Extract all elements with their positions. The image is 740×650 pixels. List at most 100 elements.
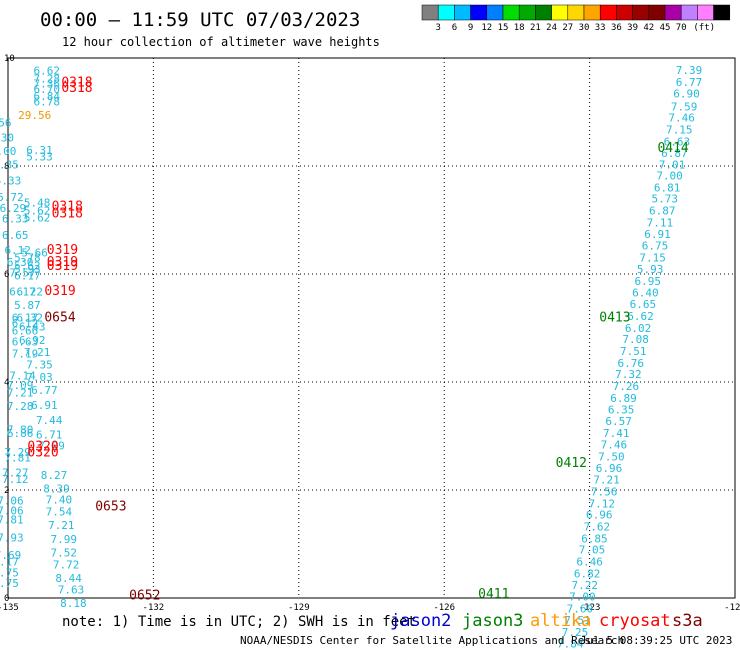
wave-height-value: 7.15 bbox=[639, 252, 666, 265]
wave-height-value: 7.26 bbox=[613, 380, 640, 393]
wave-height-value: 6.70 bbox=[34, 83, 61, 96]
wave-height-value: 7.84 bbox=[557, 638, 584, 650]
color-swatch bbox=[454, 4, 471, 21]
pass-label: 0318 bbox=[61, 81, 92, 96]
legend-jason2: jason2 bbox=[390, 611, 451, 631]
axis-ticks: -135 -132 -129 -126 -123 -120 0 2 4 6 8 10 bbox=[0, 54, 740, 613]
color-swatch bbox=[616, 4, 633, 21]
wave-height-value: 7.50 bbox=[598, 450, 625, 463]
wave-height-value: 6.75 bbox=[642, 240, 669, 253]
color-swatch bbox=[632, 4, 650, 21]
y-tick-label: 0 bbox=[4, 594, 9, 604]
wave-height-value: 7.09 bbox=[7, 379, 34, 392]
color-swatch bbox=[502, 4, 520, 21]
wave-height-value: 6.87 bbox=[649, 205, 676, 218]
wave-height-value: 7.46 bbox=[668, 112, 695, 125]
wave-height-value: 6.40 bbox=[632, 287, 659, 300]
wave-height-value: 7.15 bbox=[666, 124, 693, 137]
wave-height-value: 7.52 bbox=[50, 546, 77, 559]
color-swatch bbox=[648, 4, 666, 21]
wave-height-value: 7.60 bbox=[567, 603, 594, 616]
color-swatch bbox=[713, 4, 731, 21]
wave-height-value: 6.35 bbox=[608, 403, 635, 416]
pass-label: 0319 bbox=[44, 284, 75, 299]
color-scale-label: 12 bbox=[481, 23, 492, 33]
wave-height-value: 7.75 bbox=[0, 577, 19, 590]
wave-height-value: 7.57 bbox=[9, 267, 36, 280]
wave-height-value: 6.95 bbox=[635, 275, 662, 288]
pass-label: 0319 bbox=[47, 243, 78, 258]
wave-height-value: 7.39 bbox=[676, 64, 703, 77]
x-tick-label: -123 bbox=[579, 603, 601, 613]
wave-height-value: 5.93 bbox=[14, 263, 41, 276]
wave-height-value: 7.51 bbox=[564, 614, 591, 627]
wave-height-value: 6.32 bbox=[17, 312, 44, 325]
wave-height-value: 6.43 bbox=[19, 321, 46, 334]
wave-height-value: 7.35 bbox=[26, 359, 53, 372]
pass-label: 0652 bbox=[129, 589, 160, 604]
wave-height-value: 7.81 bbox=[0, 513, 24, 526]
wave-height-value: 7.63 bbox=[58, 584, 85, 597]
wave-height-value: 7.40 bbox=[46, 494, 73, 507]
legend-s3a: s3a bbox=[672, 611, 703, 631]
x-tick-label: -135 bbox=[0, 603, 19, 613]
footer-note: note: 1) Time is in UTC; 2) SWH is in fe… bbox=[62, 614, 416, 630]
pass-label: 0319 bbox=[47, 259, 78, 274]
wave-height-value: 6.77 bbox=[31, 384, 58, 397]
wave-height-value: 6.87 bbox=[661, 147, 688, 160]
wave-height-value: 5.78 bbox=[14, 252, 41, 265]
wave-height-value: 6.66 bbox=[12, 324, 39, 337]
wave-height-value: 8.39 bbox=[43, 483, 70, 496]
wave-height-value: 5.62 bbox=[14, 260, 41, 273]
wave-height-value: 6.92 bbox=[19, 334, 46, 347]
wave-height-value: 6.33 bbox=[2, 213, 29, 226]
color-scale-label: 24 bbox=[546, 23, 557, 33]
wave-height-value: 6.85 bbox=[581, 532, 608, 545]
wave-height-value: 5.73 bbox=[651, 193, 678, 206]
wave-height-value: 6.62 bbox=[34, 65, 61, 78]
color-swatch bbox=[567, 4, 585, 21]
wave-height-value: 5.48 bbox=[24, 197, 51, 210]
wave-height-value: 6.31 bbox=[26, 144, 53, 157]
wave-height-value: 7.21 bbox=[7, 387, 34, 400]
wave-height-value: 6.65 bbox=[2, 229, 29, 242]
y-tick-label: 4 bbox=[4, 378, 9, 388]
wave-height-value: 6.17 bbox=[14, 269, 41, 282]
color-scale-label: 3 bbox=[435, 23, 440, 33]
color-scale-label: 9 bbox=[468, 23, 473, 33]
wave-height-value: 6.86 bbox=[7, 427, 34, 440]
wave-height-value: 6.65 bbox=[630, 298, 657, 311]
wave-height-value: 5.30 bbox=[0, 132, 14, 145]
wave-height-value: 7.46 bbox=[601, 438, 628, 451]
wave-height-value: 6.81 bbox=[654, 181, 681, 194]
wave-height-value: 7.03 bbox=[26, 371, 53, 384]
wave-height-points: 6.627.287.366.706.846.7829.566.565.306.0… bbox=[0, 64, 702, 650]
wave-height-value: 6.91 bbox=[644, 228, 671, 241]
x-tick-label: -120 bbox=[724, 603, 740, 613]
pass-label: 0412 bbox=[556, 456, 587, 471]
color-swatch bbox=[583, 4, 601, 21]
color-scale-label: 33 bbox=[595, 23, 606, 33]
pass-label: 0319 bbox=[47, 255, 78, 270]
wave-height-value: 7.99 bbox=[50, 533, 77, 546]
wave-height-value: 6.63 bbox=[12, 335, 39, 348]
wave-height-value: 5.62 bbox=[24, 212, 51, 225]
pass-label: 0413 bbox=[599, 311, 630, 326]
color-swatch bbox=[697, 4, 714, 21]
legend-altika: altika bbox=[530, 611, 591, 631]
wave-height-value: 7.25 bbox=[562, 626, 589, 639]
wave-height-value: 5.72 bbox=[0, 191, 24, 204]
wave-height-value: 7.93 bbox=[0, 531, 24, 544]
wave-height-value: 7.19 bbox=[12, 348, 39, 361]
plot-frame bbox=[7, 57, 736, 599]
page-subtitle: 12 hour collection of altimeter wave hei… bbox=[62, 35, 380, 49]
pass-label: 0411 bbox=[478, 587, 509, 602]
wave-height-value: 6.63 bbox=[664, 135, 691, 148]
wave-height-value: 7.21 bbox=[593, 474, 620, 487]
wave-height-value: 6.46 bbox=[576, 556, 603, 569]
color-scale-label: 27 bbox=[562, 23, 573, 33]
wave-height-value: 7.11 bbox=[647, 216, 674, 229]
wave-height-value: 7.12 bbox=[2, 473, 29, 486]
color-swatch bbox=[437, 4, 455, 21]
color-swatch bbox=[470, 4, 488, 21]
